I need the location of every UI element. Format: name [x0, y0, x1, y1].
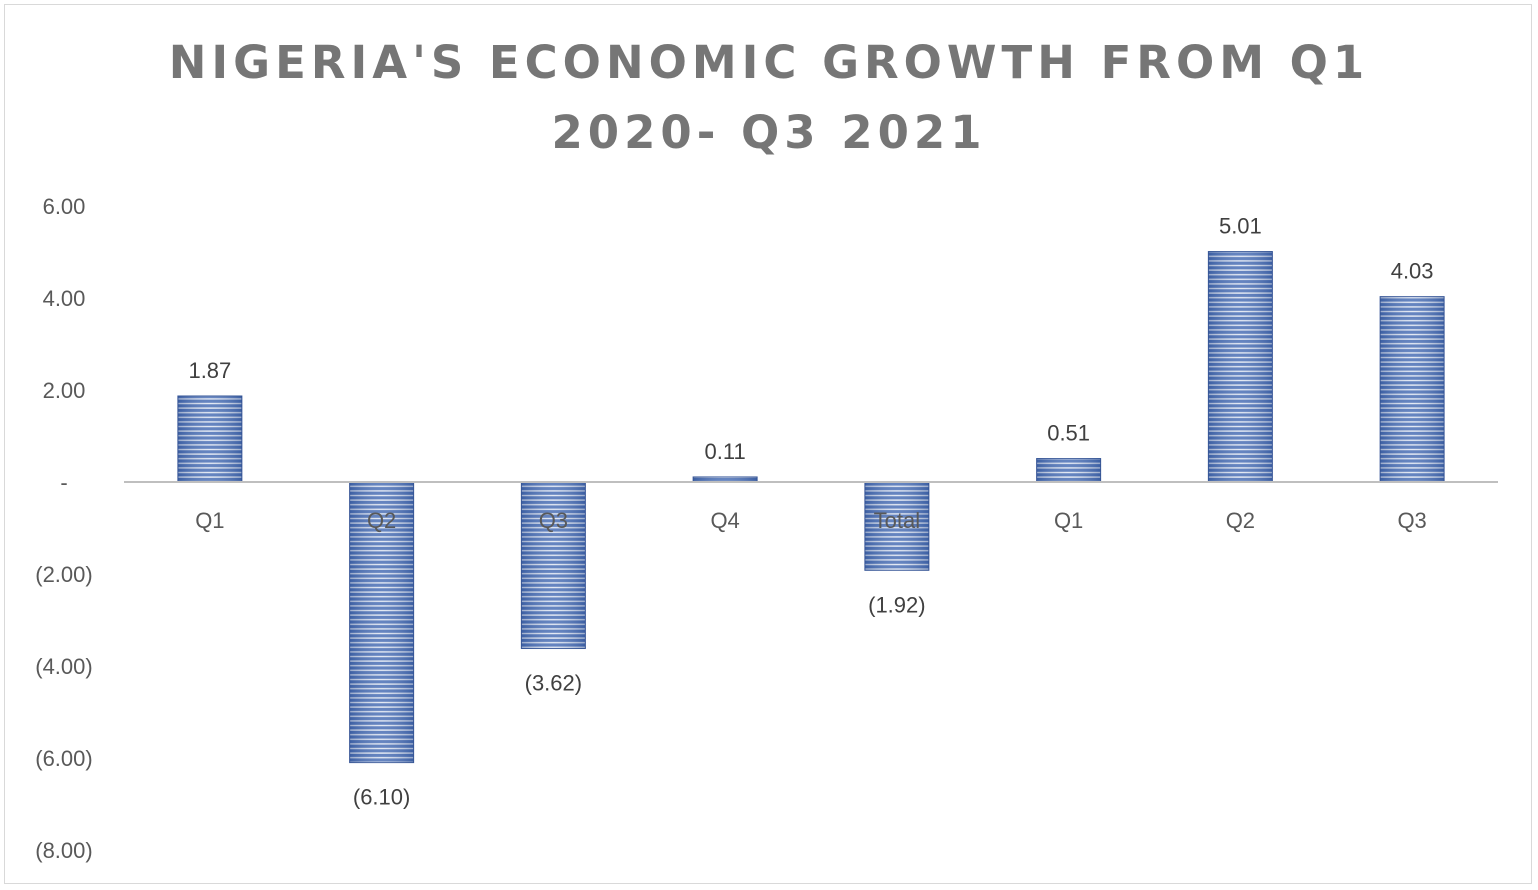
bar-series — [177, 251, 1445, 764]
y-tick-label: (8.00) — [35, 838, 92, 863]
bar-shading — [864, 482, 929, 571]
y-tick-label: 2.00 — [43, 378, 86, 403]
chart-title: NIGERIA'S ECONOMIC GROWTH FROM Q1 2020- … — [0, 28, 1538, 168]
y-tick-label: 4.00 — [43, 286, 86, 311]
y-tick-label: 6.00 — [43, 194, 86, 219]
bar-shading — [1036, 458, 1101, 482]
x-category-label: Q1 — [1054, 508, 1083, 533]
chart-frame — [4, 4, 1532, 884]
bar-shading — [521, 482, 586, 649]
y-axis-tick-labels: 6.00 4.00 2.00 - (2.00) (4.00) (6.00) (8.00) — [35, 194, 92, 863]
x-category-label: Q4 — [710, 508, 739, 533]
data-label: (1.92) — [868, 592, 925, 617]
x-category-label: Q3 — [539, 508, 568, 533]
data-label: 1.87 — [188, 358, 231, 383]
data-label: 0.51 — [1047, 421, 1090, 446]
y-tick-label: (2.00) — [35, 562, 92, 587]
data-label: 0.11 — [705, 439, 746, 464]
x-category-label: Q2 — [1226, 508, 1255, 533]
data-label: (6.10) — [353, 785, 410, 810]
chart-title-line-1: NIGERIA'S ECONOMIC GROWTH FROM Q1 — [168, 36, 1370, 89]
bar-shading — [693, 476, 758, 482]
x-axis-category-labels: Q1 Q2 Q3 Q4 Total Q1 Q2 Q3 — [195, 508, 1427, 533]
x-category-label: Q2 — [367, 508, 396, 533]
bar-shading — [1380, 296, 1445, 482]
data-labels: 1.87 (6.10) (3.62) 0.11 (1.92) 0.51 5.01 4.03 — [188, 214, 1433, 810]
x-category-label: Q3 — [1397, 508, 1426, 533]
y-tick-label: (6.00) — [35, 746, 92, 771]
y-tick-label: - — [60, 470, 67, 495]
data-label: 4.03 — [1391, 259, 1434, 284]
x-category-label: Q1 — [195, 508, 224, 533]
bar-shading — [177, 395, 242, 482]
x-category-label: Total — [874, 508, 920, 533]
data-label: (3.62) — [525, 671, 582, 696]
bar-shading — [349, 482, 414, 763]
chart-title-line-2: 2020- Q3 2021 — [551, 106, 987, 159]
y-tick-label: (4.00) — [35, 654, 92, 679]
data-label: 5.01 — [1219, 214, 1262, 239]
bar-shading — [1208, 251, 1273, 482]
